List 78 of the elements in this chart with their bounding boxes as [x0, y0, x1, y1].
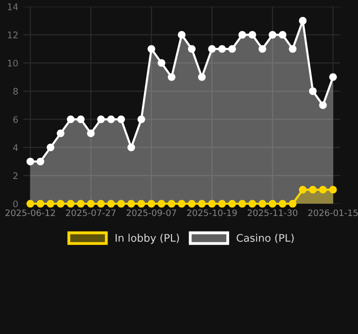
x-tick-label: 2025-07-27: [66, 209, 116, 216]
x-tick-label: 2025-11-30: [248, 209, 298, 216]
point: [198, 200, 206, 208]
point: [107, 200, 115, 208]
point: [97, 200, 105, 208]
point: [258, 45, 266, 53]
point: [46, 144, 54, 152]
point: [288, 45, 296, 53]
y-tick-label: 2: [13, 172, 18, 180]
point: [158, 59, 166, 67]
point: [127, 144, 136, 152]
point: [208, 45, 216, 53]
point: [228, 200, 236, 208]
point: [168, 73, 176, 81]
point: [178, 31, 186, 39]
y-tick-label: 10: [8, 60, 18, 67]
point: [298, 16, 307, 25]
point: [76, 200, 85, 208]
point: [87, 130, 95, 138]
point: [158, 200, 166, 208]
point: [148, 45, 156, 53]
point: [248, 200, 256, 208]
point: [208, 200, 216, 208]
point: [36, 158, 44, 166]
legend-label: In lobby (PL): [116, 234, 179, 244]
point: [138, 200, 146, 208]
y-tick-label: 6: [13, 116, 18, 123]
point: [168, 200, 176, 208]
point: [107, 115, 115, 124]
y-tick-label: 0: [13, 200, 18, 208]
point: [26, 158, 34, 166]
point: [26, 200, 34, 208]
point: [148, 200, 156, 208]
point: [56, 200, 64, 208]
point: [46, 200, 54, 208]
point: [218, 200, 226, 208]
y-tick-label: 4: [13, 144, 18, 151]
point: [36, 200, 44, 208]
x-tick-label: 2025-10-19: [187, 209, 237, 216]
point: [238, 31, 246, 39]
point: [56, 130, 64, 138]
point: [329, 73, 337, 81]
point: [97, 115, 105, 124]
point: [198, 73, 206, 81]
point: [117, 115, 125, 124]
point: [298, 186, 307, 194]
point: [319, 101, 327, 110]
point: [248, 31, 256, 39]
point: [127, 200, 136, 208]
point: [188, 200, 196, 208]
point: [188, 45, 196, 53]
point: [319, 186, 327, 194]
point: [278, 31, 286, 39]
point: [66, 115, 75, 124]
point: [228, 45, 236, 53]
legend-label: Casino (PL): [236, 234, 294, 244]
point: [238, 200, 246, 208]
point: [309, 87, 317, 95]
point: [288, 200, 296, 208]
point: [76, 115, 85, 124]
y-tick-label: 14: [8, 4, 18, 10]
point: [268, 200, 276, 208]
point: [218, 45, 226, 53]
point: [117, 200, 125, 208]
point: [66, 200, 75, 208]
x-tick-label: 2025-09-07: [126, 209, 176, 216]
point: [178, 200, 186, 208]
point: [87, 200, 95, 208]
x-tick-label: 2025-06-12: [6, 209, 55, 216]
x-tick-label: 2026-01-15: [308, 209, 358, 216]
point: [309, 186, 317, 194]
point: [138, 115, 146, 124]
y-tick-label: 12: [8, 32, 18, 38]
point: [329, 186, 337, 194]
point: [258, 200, 266, 208]
point: [268, 31, 276, 39]
y-tick-label: 8: [13, 88, 18, 95]
point: [278, 200, 286, 208]
